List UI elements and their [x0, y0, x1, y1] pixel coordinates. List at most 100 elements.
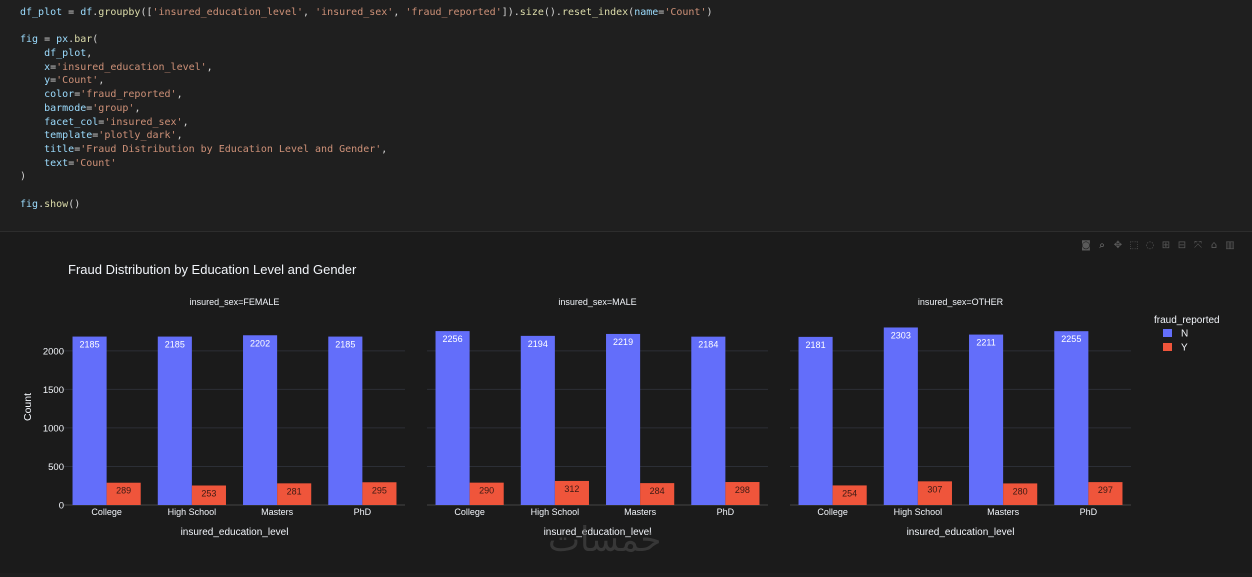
bar-n[interactable] [691, 336, 726, 505]
bar-y[interactable] [640, 483, 675, 505]
code-editor[interactable]: df_plot = df.groupby(['insured_education… [20, 6, 713, 211]
code-line: template='plotly_dark', [44, 130, 183, 142]
zoom-icon[interactable]: ⌕ [1099, 240, 1105, 251]
code-line: df_plot = df.groupby(['insured_education… [20, 7, 713, 18]
code-line: x='insured_education_level', [44, 61, 213, 73]
bar-y[interactable] [832, 485, 867, 505]
bar-value-label: 281 [287, 486, 302, 496]
bar-y[interactable] [554, 480, 589, 505]
y-tick-label: 500 [48, 462, 64, 473]
bar-value-label: 284 [650, 486, 665, 496]
code-line: fig = px.bar( [20, 34, 99, 46]
bar-value-label: 2303 [891, 330, 911, 340]
facet-bar-chart[interactable]: Fraud Distribution by Education Level an… [0, 232, 1252, 573]
x-tick-label: High School [894, 507, 943, 517]
code-line: barmode='group', [44, 102, 141, 114]
x-tick-label: Masters [987, 507, 1020, 517]
zoom-in-icon[interactable]: ⊞ [1161, 240, 1171, 251]
legend-title: fraud_reported [1154, 315, 1220, 326]
plotly-modebar[interactable]: ◙ ⌕ ✥ ⬚ ◌ ⊞ ⊟ ⤧ ⌂ ▥ [1080, 240, 1236, 252]
bar-n[interactable] [1054, 331, 1089, 505]
bar-n[interactable] [606, 333, 641, 505]
output-area: ◙ ⌕ ✥ ⬚ ◌ ⊞ ⊟ ⤧ ⌂ ▥ Fraud Distribution by Educati… [0, 232, 1252, 573]
bar-value-label: 2194 [528, 339, 548, 349]
x-tick-label: Masters [261, 507, 294, 517]
bar-n[interactable] [969, 334, 1004, 505]
x-tick-label: PhD [1080, 507, 1098, 517]
bar-value-label: 295 [372, 485, 387, 495]
legend-swatch-y[interactable] [1163, 343, 1172, 351]
bar-n[interactable] [520, 335, 555, 505]
bar-y[interactable] [725, 482, 760, 505]
bar-value-label: 2185 [165, 340, 185, 350]
bar-y[interactable] [362, 482, 397, 505]
bar-value-label: 298 [735, 485, 750, 495]
y-tick-label: 1500 [43, 385, 64, 396]
y-axis-title: Count [22, 393, 34, 421]
facet-label: insured_sex=FEMALE [190, 297, 280, 307]
facet-label: insured_sex=MALE [558, 297, 636, 307]
code-line: text='Count' [44, 157, 117, 169]
bar-value-label: 2255 [1061, 334, 1081, 344]
plotly-logo-icon[interactable]: ▥ [1225, 240, 1235, 251]
watermark-logo: خمسات [548, 520, 662, 560]
code-cell[interactable]: df_plot = df.groupby(['insured_education… [0, 0, 1252, 231]
bar-y[interactable] [106, 482, 141, 505]
bar-y[interactable] [1003, 483, 1038, 505]
bar-n[interactable] [883, 327, 918, 505]
bar-value-label: 2219 [613, 337, 633, 347]
code-line [20, 20, 713, 34]
pan-icon[interactable]: ✥ [1113, 240, 1123, 251]
bar-y[interactable] [469, 482, 504, 505]
legend-item-label: N [1181, 329, 1188, 340]
bar-value-label: 2184 [698, 340, 718, 350]
cell-divider [0, 231, 1252, 232]
bar-value-label: 2256 [443, 334, 463, 344]
bar-value-label: 2185 [80, 340, 100, 350]
bar-n[interactable] [157, 336, 192, 505]
lasso-icon[interactable]: ◌ [1145, 240, 1155, 251]
bar-y[interactable] [191, 485, 226, 505]
bar-value-label: 253 [201, 488, 216, 498]
autoscale-icon[interactable]: ⤧ [1194, 240, 1202, 251]
camera-icon[interactable]: ◙ [1081, 240, 1091, 251]
bar-value-label: 297 [1098, 485, 1113, 495]
bar-n[interactable] [243, 335, 278, 505]
bar-value-label: 2211 [976, 338, 995, 348]
zoom-out-icon[interactable]: ⊟ [1177, 240, 1187, 251]
x-tick-label: Masters [624, 507, 657, 517]
box-select-icon[interactable]: ⬚ [1129, 240, 1139, 251]
x-tick-label: College [817, 507, 848, 517]
bar-n[interactable] [328, 336, 363, 505]
y-tick-label: 2000 [43, 346, 64, 357]
x-tick-label: High School [168, 507, 217, 517]
bar-y[interactable] [277, 483, 312, 505]
code-line: df_plot, [44, 48, 93, 60]
x-tick-label: PhD [354, 507, 372, 517]
y-tick-label: 1000 [43, 423, 64, 434]
bar-value-label: 289 [116, 486, 131, 496]
home-icon[interactable]: ⌂ [1210, 240, 1218, 251]
facet-label: insured_sex=OTHER [918, 297, 1004, 307]
code-line [20, 184, 713, 198]
legend-swatch-n[interactable] [1163, 329, 1172, 337]
bar-n[interactable] [72, 336, 107, 505]
code-line: facet_col='insured_sex', [44, 116, 189, 128]
x-axis-title: insured_education_level [544, 527, 652, 538]
bar-y[interactable] [1088, 482, 1123, 505]
y-tick-label: 0 [59, 501, 64, 512]
bar-n[interactable] [798, 336, 833, 505]
bar-y[interactable] [917, 481, 952, 505]
code-line: y='Count', [44, 75, 105, 87]
bar-value-label: 312 [564, 484, 579, 494]
x-tick-label: PhD [717, 507, 735, 517]
bar-n[interactable] [435, 331, 470, 505]
bar-value-label: 2202 [250, 338, 270, 348]
bar-value-label: 280 [1013, 486, 1028, 496]
bar-value-label: 2181 [806, 340, 826, 350]
bar-value-label: 254 [842, 488, 857, 498]
code-line: fig.show() [20, 198, 81, 210]
chart-title: Fraud Distribution by Education Level an… [68, 262, 357, 277]
x-axis-title: insured_education_level [181, 527, 289, 538]
code-line: ) [20, 171, 27, 183]
